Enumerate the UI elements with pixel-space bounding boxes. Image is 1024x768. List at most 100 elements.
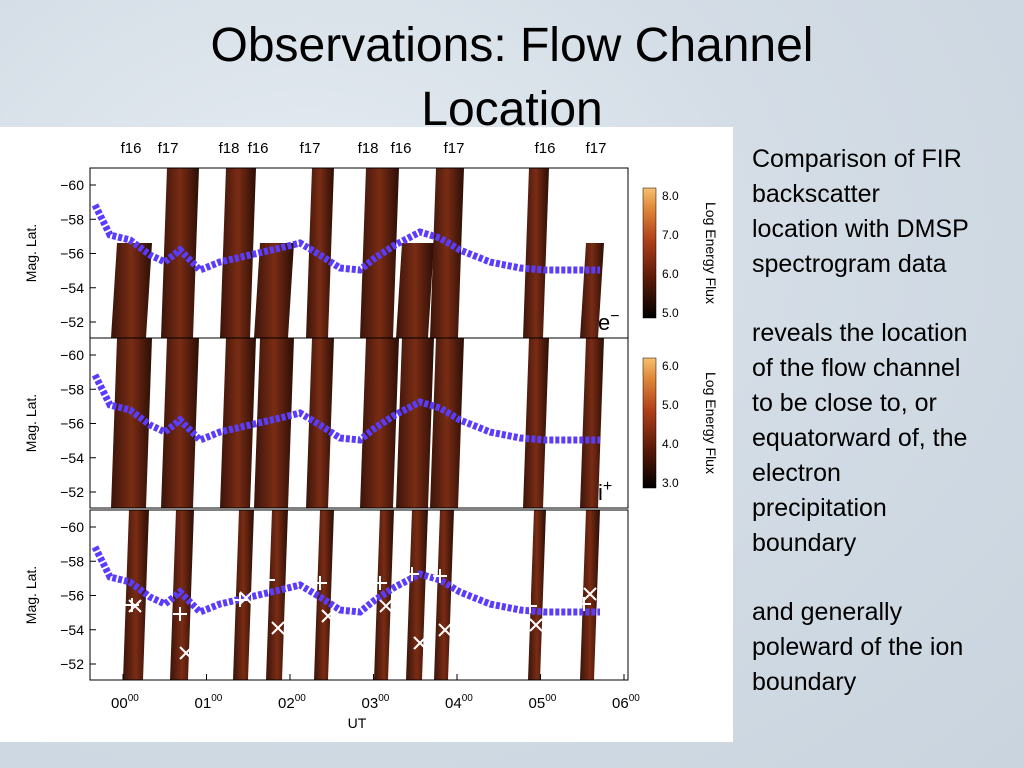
note-line: reveals the location: [752, 319, 968, 347]
satellite-label: f16: [248, 140, 269, 157]
y-tick-label: −60: [60, 519, 84, 535]
colorbar-tick-label: 4.0: [662, 437, 679, 451]
species-label: i+: [598, 478, 612, 505]
satellite-label: f18: [219, 140, 240, 157]
satellite-label: f16: [121, 140, 142, 157]
x-tick-label: 0600: [612, 693, 640, 712]
spectrogram-strip: [170, 510, 194, 680]
panel-data: [91, 168, 604, 338]
colorbar-tick-label: 5.0: [662, 398, 679, 412]
spectrogram-strip: [434, 510, 454, 680]
colorbar-tick-label: 3.0: [662, 476, 679, 490]
note-line: location with DMSP: [752, 215, 969, 243]
title-line: Observations: Flow Channel: [210, 19, 814, 72]
slide-title: Observations: Flow Channel Location: [0, 14, 1024, 142]
colorbar: [642, 357, 657, 489]
x-marker: [438, 623, 452, 637]
species: e: [598, 310, 610, 335]
figure-plot: f16 f17 f18 f16 f17 f18 f16 f17 f16 f17−60−58−56−…: [23, 140, 719, 731]
x-tick-label: 0100: [195, 693, 223, 712]
y-tick-label: −54: [60, 280, 84, 296]
y-tick-label: −58: [60, 211, 84, 227]
spectrogram-strip: [266, 510, 288, 680]
note-line: spectrogram data: [752, 250, 947, 278]
boundary-trace: [91, 373, 600, 445]
charge: +: [603, 478, 612, 495]
x-tick-label: 0400: [445, 693, 473, 712]
spectrogram-strip: [254, 338, 294, 508]
panel: −60 −58 −56 −54 −52 Mag. Lat. e− 8.0 7.0 6.0 5.0 Lo…: [23, 167, 719, 339]
species-label: e−: [598, 308, 620, 335]
y-axis-label: Mag. Lat.: [23, 394, 39, 452]
spectrogram-strip: [306, 168, 334, 338]
satellite-label: f18: [358, 140, 379, 157]
y-tick-label: −56: [60, 588, 84, 604]
y-tick-label: −58: [60, 553, 84, 569]
y-tick-label: −54: [60, 450, 84, 466]
spectrogram-strip: [396, 338, 434, 508]
plus-marker: [523, 599, 537, 613]
colorbar-tick-label: 5.0: [662, 306, 679, 320]
spectrogram-strip: [220, 338, 256, 508]
plus-marker: [405, 567, 419, 581]
spectrogram-strip: [111, 338, 152, 508]
y-tick-label: −60: [60, 347, 84, 363]
spectrogram-strip: [306, 338, 334, 508]
x-tick-hour: 02: [278, 695, 295, 712]
note-line: boundary: [752, 529, 857, 557]
x-marker: [128, 599, 142, 613]
x-tick-label: 0500: [529, 693, 557, 712]
note-line: backscatter: [752, 180, 880, 208]
x-tick-minute: 00: [295, 693, 307, 704]
note-line: poleward of the ion: [752, 633, 964, 661]
note-paragraph: Comparison of FIR backscatter location wit…: [752, 142, 1017, 282]
x-tick-minute: 00: [128, 693, 140, 704]
note-line: boundary: [752, 668, 857, 696]
x-marker: [321, 609, 335, 623]
note-line: of the flow channel: [752, 354, 961, 382]
plus-marker: [173, 607, 187, 621]
note-line: electron: [752, 459, 841, 487]
spectrogram-strip: [430, 338, 464, 508]
x-tick-minute: 00: [545, 693, 557, 704]
satellite-label: f17: [158, 140, 179, 157]
y-axis-label: Mag. Lat.: [23, 224, 39, 282]
x-marker: [529, 618, 543, 632]
plus-marker: [373, 576, 387, 590]
x-marker: [179, 646, 193, 660]
y-axis-label: Mag. Lat.: [23, 566, 39, 624]
x-tick-minute: 00: [629, 693, 641, 704]
x-tick-hour: 00: [111, 695, 128, 712]
species: i: [598, 480, 603, 505]
satellite-label: f16: [535, 140, 556, 157]
plus-marker: [261, 573, 275, 587]
panel: −60 −58 −56 −54 −52 Mag. Lat.: [23, 509, 629, 681]
x-tick-label: 0300: [362, 693, 390, 712]
note-paragraph: and generally poleward of the ion boundary: [752, 595, 1017, 700]
x-tick-hour: 03: [362, 695, 379, 712]
spectrogram-strip: [528, 510, 546, 680]
note-line: precipitation: [752, 494, 887, 522]
plus-marker: [313, 576, 327, 590]
y-tick-label: −52: [60, 314, 84, 330]
notes: Comparison of FIR backscatter location wit…: [752, 142, 1017, 734]
x-tick-hour: 06: [612, 695, 629, 712]
spectrogram-strip: [254, 243, 294, 338]
x-axis-label: UT: [348, 715, 367, 731]
note-line: to be close to, or: [752, 389, 937, 417]
satellite-label: f16: [391, 140, 412, 157]
x-tick-label: 0200: [278, 693, 306, 712]
x-marker: [583, 587, 597, 601]
colorbar-tick-label: 8.0: [662, 189, 679, 203]
panel-data: [91, 510, 600, 680]
y-tick-label: −58: [60, 381, 84, 397]
note-line: equatorward of, the: [752, 424, 968, 452]
spectrogram-strip: [580, 338, 604, 508]
spectrogram-strip: [396, 243, 434, 338]
spectrogram-strip: [523, 338, 549, 508]
charge: −: [610, 308, 619, 325]
colorbar-tick-label: 7.0: [662, 228, 679, 242]
colorbar-tick-label: 6.0: [662, 359, 679, 373]
